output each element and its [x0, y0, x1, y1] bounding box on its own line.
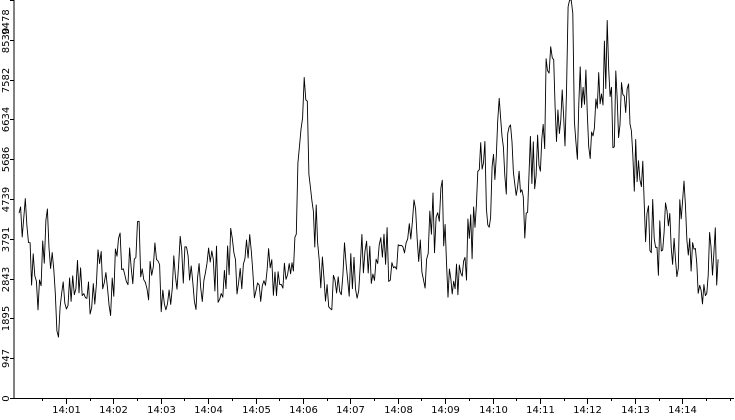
x-tick-label: 14:04 — [194, 405, 223, 415]
x-tick-label: 14:13 — [621, 405, 650, 415]
y-tick-label: 3791 — [1, 227, 12, 252]
y-tick-label: 6634 — [1, 107, 12, 132]
y-tick-label: 7582 — [1, 68, 12, 93]
y-tick-label: 0 — [1, 395, 12, 401]
plot-area — [18, 0, 719, 338]
x-tick-label: 14:06 — [289, 405, 318, 415]
x-tick-label: 14:14 — [668, 405, 697, 415]
x-tick-label: 14:07 — [336, 405, 365, 415]
x-tick-label: 14:09 — [431, 405, 460, 415]
x-axis: 14:01 14:02 14:03 14:04 14:05 14:06 14:07 14:08… — [14, 398, 734, 416]
x-tick-label: 14:12 — [573, 405, 602, 415]
y-tick-label: 9478 — [1, 9, 12, 34]
y-tick-label: 8530 — [1, 28, 12, 53]
x-tick-label: 14:08 — [384, 405, 413, 415]
x-tick-label: 14:11 — [526, 405, 555, 415]
y-tick-label: 2843 — [1, 267, 12, 292]
y-tick-label: 947 — [1, 349, 12, 368]
series-line — [18, 0, 719, 338]
y-tick-label: 5686 — [1, 147, 12, 172]
x-tick-label: 14:03 — [147, 405, 176, 415]
x-tick-label: 14:01 — [52, 405, 81, 415]
x-tick-label: 14:10 — [479, 405, 508, 415]
y-tick-label: 1895 — [1, 306, 12, 331]
x-tick-label: 14:05 — [242, 405, 271, 415]
y-tick-label: 4739 — [1, 187, 12, 212]
x-tick-label: 14:02 — [99, 405, 128, 415]
